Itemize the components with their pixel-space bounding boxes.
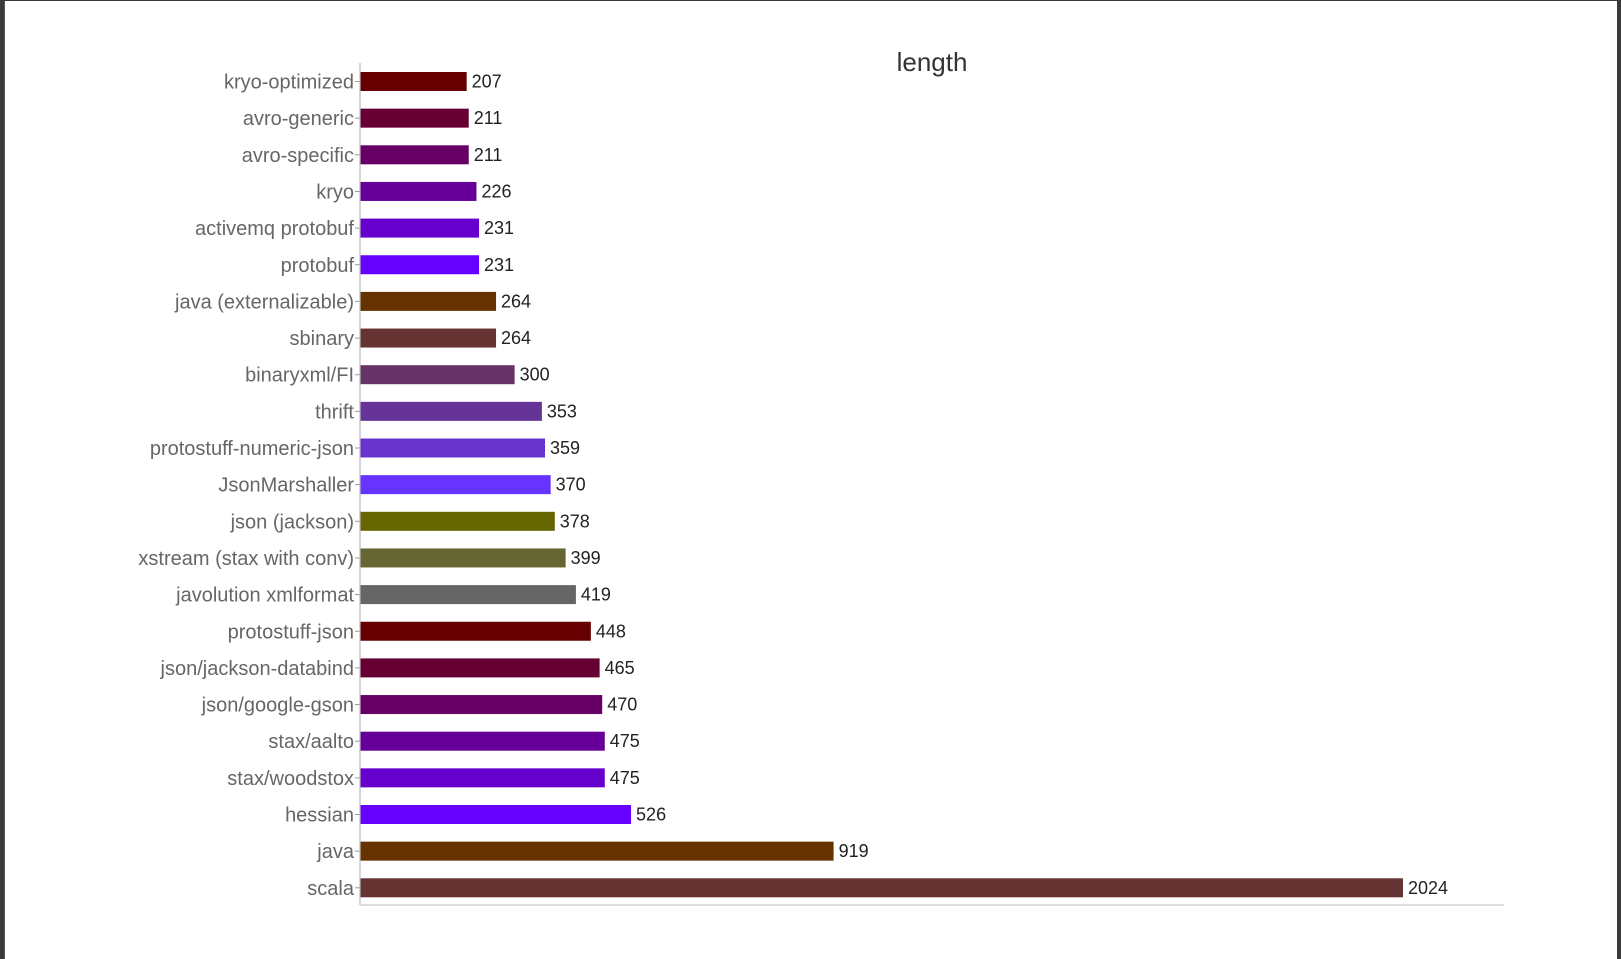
value-label: 231 bbox=[484, 218, 514, 238]
category-label: binaryxml/FI bbox=[245, 365, 354, 387]
category-label: javolution xmlformat bbox=[175, 585, 354, 607]
bar-chart: length kryo-optimized 207 avro-generic 211 a… bbox=[138, 47, 1504, 906]
bar bbox=[360, 658, 600, 678]
value-label: 465 bbox=[605, 658, 635, 678]
category-label: json/google-gson bbox=[201, 695, 354, 717]
value-label: 231 bbox=[484, 255, 514, 275]
category-label: java bbox=[316, 841, 355, 863]
bar bbox=[360, 621, 591, 641]
value-label: 448 bbox=[596, 621, 626, 641]
bar bbox=[360, 218, 480, 238]
bar bbox=[360, 255, 480, 275]
value-label: 264 bbox=[501, 328, 531, 348]
category-label: avro-generic bbox=[243, 108, 354, 130]
category-label: kryo bbox=[316, 181, 354, 203]
chart-frame: length kryo-optimized 207 avro-generic 211 a… bbox=[4, 1, 1617, 959]
value-label: 207 bbox=[472, 72, 502, 92]
category-label: stax/woodstox bbox=[227, 768, 354, 790]
value-label: 211 bbox=[474, 108, 503, 128]
bars-group: kryo-optimized 207 avro-generic 211 avro-spe… bbox=[138, 72, 1448, 900]
category-label: protostuff-json bbox=[228, 621, 354, 643]
value-label: 353 bbox=[547, 401, 577, 421]
bar bbox=[360, 511, 555, 531]
category-label: xstream (stax with conv) bbox=[138, 548, 354, 570]
value-label: 419 bbox=[581, 585, 611, 605]
category-label: sbinary bbox=[290, 328, 354, 350]
value-label: 300 bbox=[520, 365, 550, 385]
value-label: 226 bbox=[481, 181, 511, 201]
bar bbox=[360, 438, 545, 458]
bar bbox=[360, 731, 605, 751]
bar bbox=[360, 841, 834, 861]
bar bbox=[360, 805, 632, 824]
value-label: 475 bbox=[610, 768, 640, 788]
bar bbox=[360, 548, 566, 568]
bar bbox=[360, 108, 469, 128]
bar bbox=[360, 145, 469, 165]
category-label: thrift bbox=[315, 401, 354, 423]
bar bbox=[360, 768, 605, 788]
value-label: 399 bbox=[571, 548, 601, 568]
chart-title: length bbox=[897, 47, 968, 77]
bar bbox=[360, 328, 497, 348]
value-label: 370 bbox=[556, 475, 586, 495]
value-label: 919 bbox=[839, 841, 869, 861]
value-label: 475 bbox=[610, 731, 640, 751]
value-label: 378 bbox=[560, 511, 590, 531]
value-label: 359 bbox=[550, 438, 580, 458]
bar bbox=[360, 365, 515, 385]
category-label: protostuff-numeric-json bbox=[150, 438, 354, 460]
category-label: hessian bbox=[285, 805, 354, 827]
value-label: 2024 bbox=[1408, 878, 1448, 898]
value-label: 470 bbox=[607, 695, 637, 715]
value-label: 264 bbox=[501, 291, 531, 311]
value-label: 526 bbox=[636, 805, 666, 825]
bar bbox=[360, 695, 603, 715]
category-label: avro-specific bbox=[242, 145, 354, 167]
bar bbox=[360, 585, 576, 605]
category-label: scala bbox=[307, 878, 355, 900]
category-label: stax/aalto bbox=[268, 731, 354, 753]
category-label: json/jackson-databind bbox=[160, 658, 354, 680]
value-label: 211 bbox=[474, 145, 503, 165]
bar bbox=[360, 72, 467, 91]
bar bbox=[360, 291, 497, 311]
bar bbox=[360, 401, 542, 421]
category-label: activemq protobuf bbox=[195, 218, 354, 240]
category-label: json (jackson) bbox=[230, 511, 354, 533]
bar bbox=[360, 475, 551, 495]
bar bbox=[360, 878, 1403, 898]
category-label: java (externalizable) bbox=[174, 291, 354, 313]
category-label: kryo-optimized bbox=[224, 72, 354, 94]
category-label: protobuf bbox=[281, 255, 355, 277]
category-label: JsonMarshaller bbox=[218, 475, 354, 497]
bar bbox=[360, 181, 477, 201]
